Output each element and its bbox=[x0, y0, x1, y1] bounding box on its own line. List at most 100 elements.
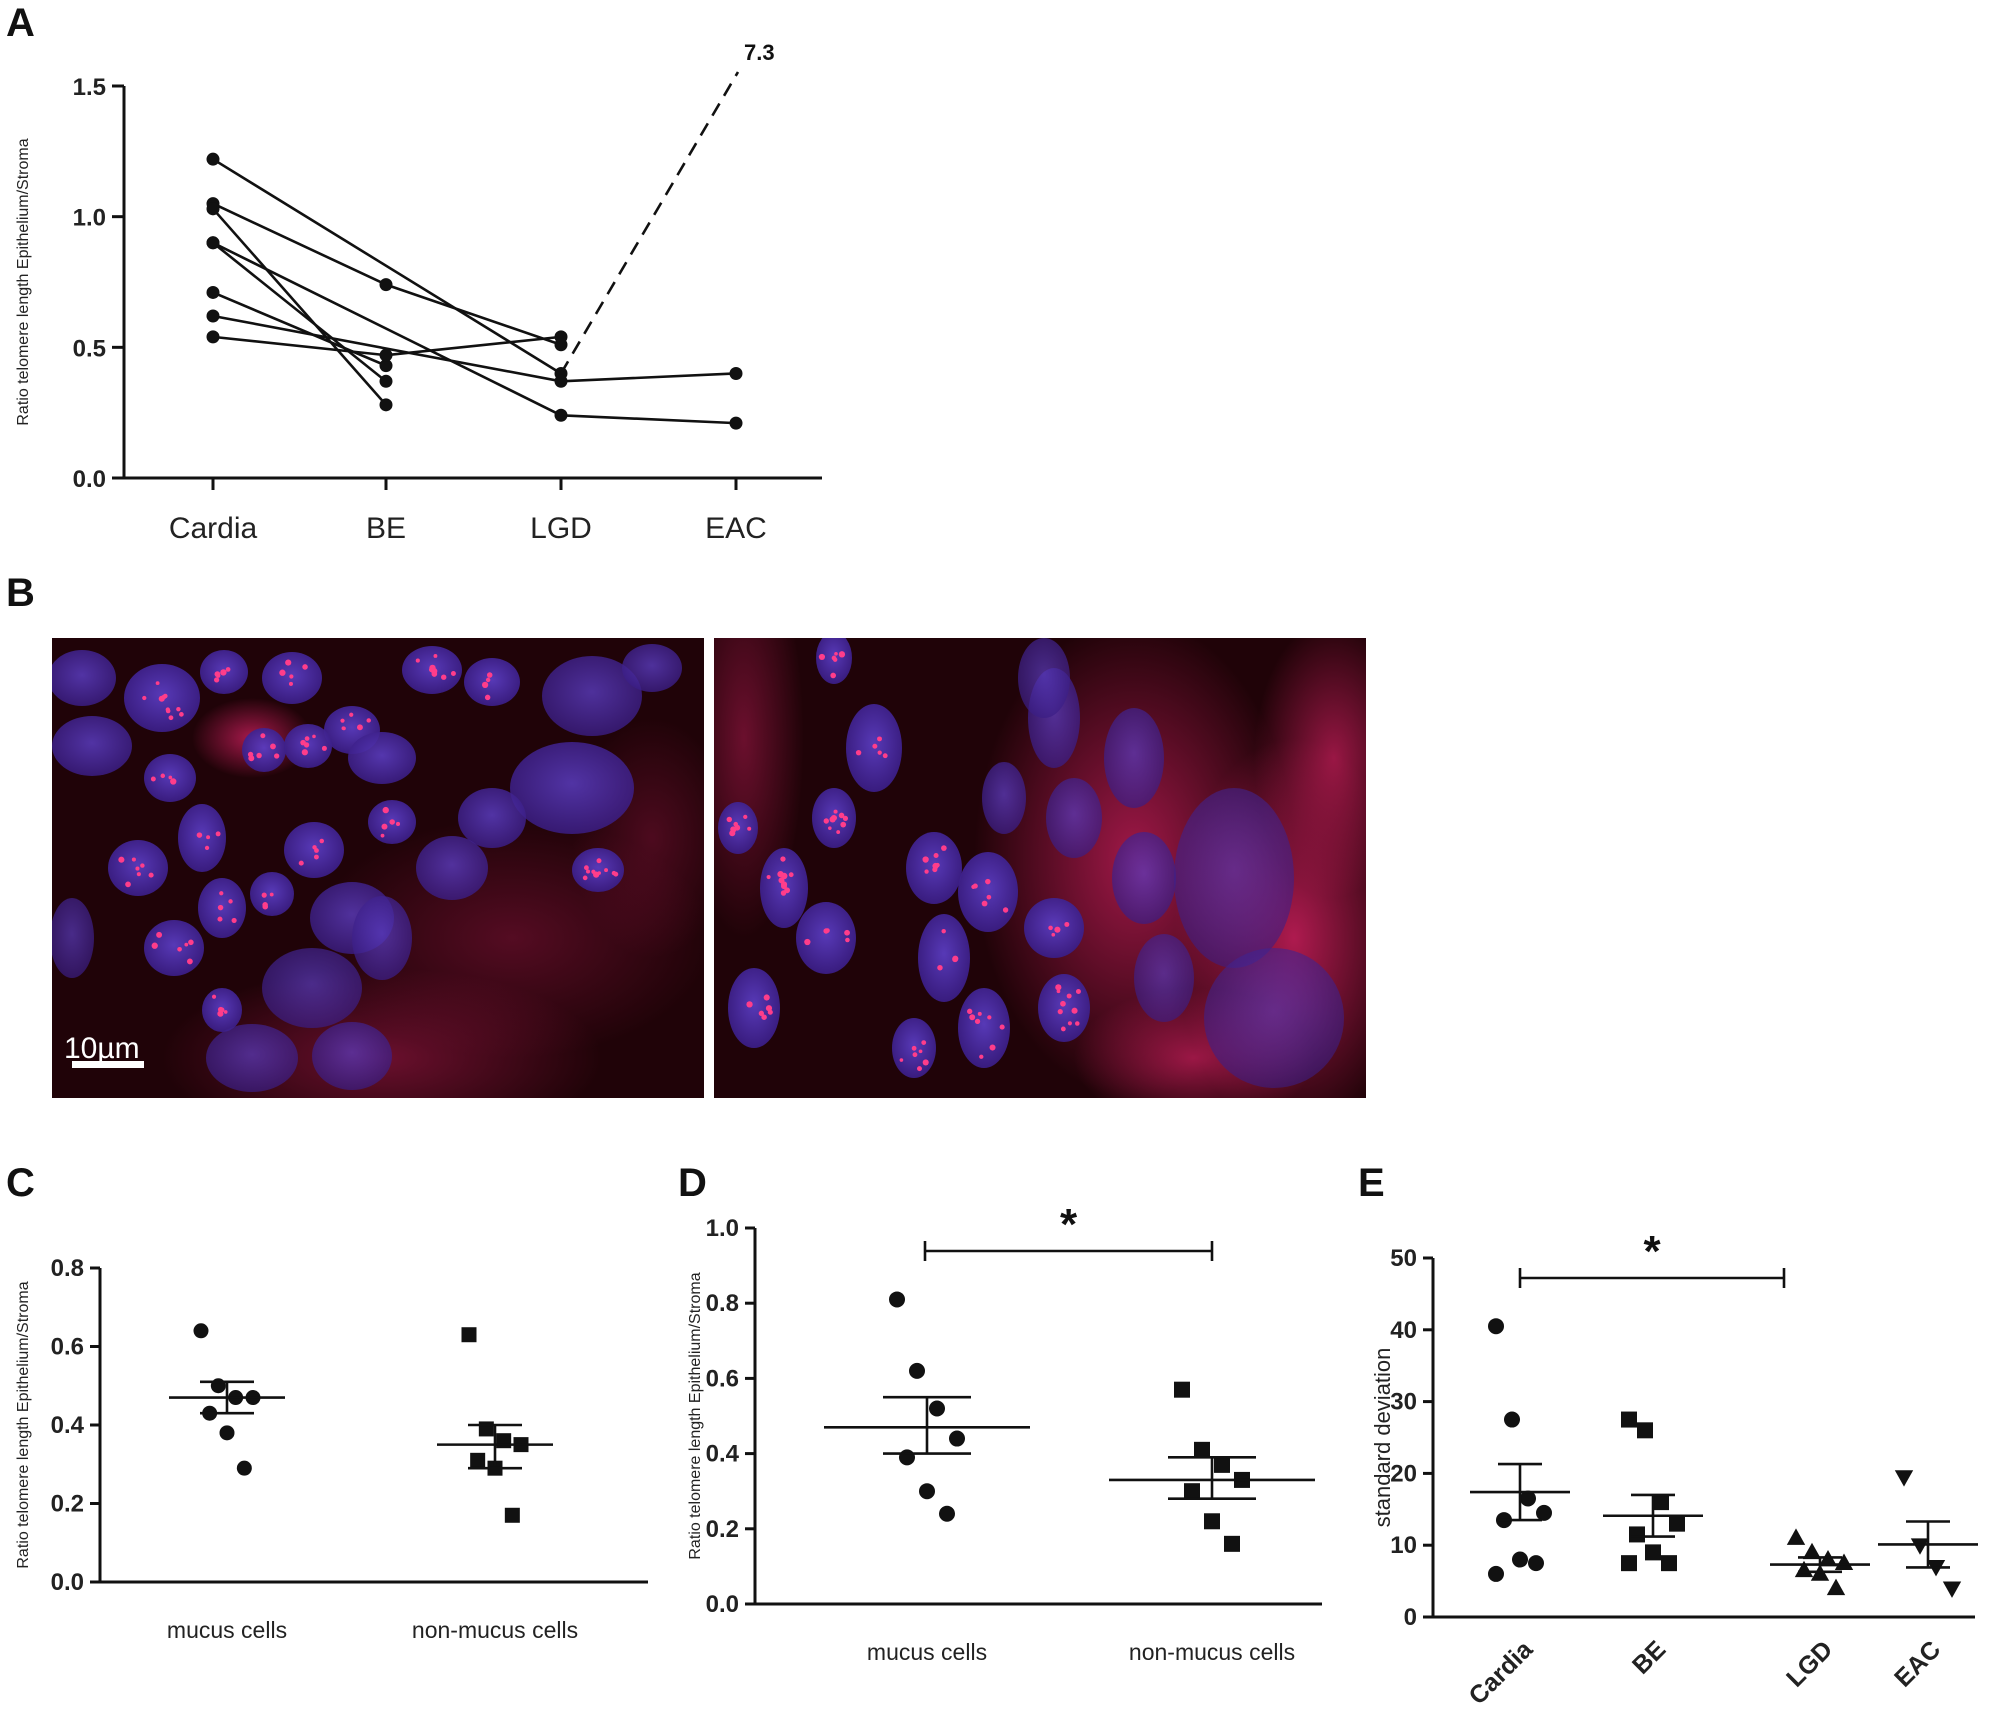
telomere-spot bbox=[261, 892, 267, 898]
telomere-spot bbox=[215, 831, 221, 837]
telomere-spot bbox=[216, 673, 221, 678]
telomere-spot bbox=[319, 838, 325, 844]
series-line bbox=[212, 202, 562, 346]
y-tick-label: 10 bbox=[1390, 1532, 1417, 1559]
telomere-spot bbox=[285, 659, 292, 666]
data-point bbox=[1488, 1565, 1504, 1582]
telomere-spot bbox=[911, 1045, 917, 1051]
chart-a: 0.0 0.5 1.0 1.5 Cardia BE LGD EAC Ratio telomere… bbox=[15, 40, 822, 545]
nucleus bbox=[918, 914, 970, 1002]
nucleus bbox=[1038, 974, 1090, 1042]
telomere-spot bbox=[274, 753, 280, 759]
telomere-spot bbox=[269, 892, 274, 897]
telomere-spot bbox=[804, 938, 811, 946]
telomere-spot bbox=[825, 928, 830, 933]
telomere-spot bbox=[838, 651, 846, 658]
y-axis-label: Ratio telomere length Epithelium/Stroma bbox=[15, 138, 32, 425]
telomere-spot bbox=[228, 899, 233, 904]
telomere-spot bbox=[155, 681, 160, 686]
data-point bbox=[1621, 1555, 1637, 1572]
scale-bar bbox=[72, 1061, 144, 1068]
telomere-spot bbox=[349, 712, 354, 717]
data-point bbox=[1184, 1483, 1200, 1500]
data-point bbox=[206, 236, 220, 250]
telomere-spot bbox=[780, 856, 786, 862]
telomere-spot bbox=[486, 672, 493, 678]
data-point bbox=[949, 1430, 965, 1447]
telomere-spot bbox=[922, 856, 929, 863]
telomere-spot bbox=[321, 745, 327, 751]
telomere-spot bbox=[833, 809, 838, 814]
y-axis-label: Ratio telomere length Epithelium/Stroma bbox=[687, 1272, 704, 1559]
telomere-spot bbox=[941, 928, 946, 934]
y-tick-label: 0.4 bbox=[51, 1412, 85, 1439]
data-point bbox=[1834, 1553, 1854, 1570]
telomere-spot bbox=[168, 775, 173, 780]
telomere-spot bbox=[186, 958, 193, 965]
data-point bbox=[1194, 1441, 1210, 1458]
telomere-spot bbox=[746, 1001, 753, 1008]
telomere-spot bbox=[877, 750, 882, 755]
telomere-spot bbox=[842, 815, 849, 821]
x-tick-label: EAC bbox=[1889, 1635, 1946, 1692]
y-tick-label: 0.0 bbox=[706, 1591, 739, 1618]
x-tick-label: EAC bbox=[705, 512, 767, 545]
nucleus bbox=[1018, 638, 1070, 718]
nucleus bbox=[1134, 934, 1194, 1022]
telomere-spot bbox=[262, 903, 269, 910]
nucleus bbox=[416, 836, 488, 900]
data-point bbox=[478, 1421, 494, 1437]
telomere-spot bbox=[1066, 993, 1072, 999]
y-axis-label: standard deviation bbox=[1370, 1348, 1395, 1528]
x-tick-label: Cardia bbox=[1463, 1635, 1539, 1711]
telomere-spot bbox=[972, 883, 978, 889]
telomere-spot bbox=[780, 881, 788, 888]
nucleus bbox=[348, 732, 416, 784]
micrograph-panel: 10µm bbox=[52, 638, 1366, 1098]
nucleus bbox=[52, 898, 94, 978]
series-line bbox=[212, 241, 737, 425]
x-tick-label: non-mucus cells bbox=[412, 1617, 578, 1643]
data-point bbox=[206, 202, 220, 216]
telomere-spot bbox=[302, 664, 308, 670]
x-tick-label: mucus cells bbox=[167, 1617, 287, 1643]
telomere-spot bbox=[830, 814, 837, 821]
chart-c: 0.0 0.2 0.4 0.6 0.8 mucus cells non-mucus cell… bbox=[15, 1255, 648, 1643]
telomere-spot bbox=[131, 857, 136, 862]
data-point bbox=[1224, 1535, 1240, 1552]
telomere-spot bbox=[168, 715, 174, 721]
telomere-spot bbox=[763, 994, 770, 1001]
telomere-spot bbox=[1074, 1021, 1080, 1026]
panel-letter-a: A bbox=[6, 1, 35, 45]
x-tick-label: LGD bbox=[1781, 1635, 1838, 1692]
data-point bbox=[1488, 1318, 1504, 1335]
y-tick-label: 0.4 bbox=[706, 1441, 740, 1468]
y-tick-label: 0.5 bbox=[73, 335, 106, 362]
x-tick-label: LGD bbox=[530, 512, 592, 545]
telomere-spot bbox=[979, 1054, 984, 1059]
telomere-spot bbox=[389, 819, 395, 825]
data-point bbox=[909, 1362, 925, 1379]
data-point bbox=[919, 1483, 935, 1500]
nucleus bbox=[1204, 948, 1344, 1088]
telomere-spot bbox=[150, 776, 156, 782]
data-point bbox=[1214, 1456, 1230, 1473]
dashed-outlier-line bbox=[559, 71, 740, 375]
nucleus bbox=[178, 804, 226, 872]
data-point bbox=[1786, 1528, 1806, 1545]
data-point bbox=[219, 1425, 235, 1441]
data-point bbox=[1802, 1542, 1822, 1560]
telomere-spot bbox=[433, 654, 438, 658]
significance-star: * bbox=[1060, 1200, 1078, 1249]
telomere-spot bbox=[967, 1008, 973, 1015]
telomere-spot bbox=[840, 821, 847, 828]
y-tick-label: 0.6 bbox=[706, 1365, 739, 1392]
telomere-spot bbox=[301, 749, 308, 756]
telomere-spot bbox=[211, 994, 217, 999]
nucleus bbox=[958, 852, 1018, 932]
telomere-spot bbox=[485, 677, 491, 683]
telomere-spot bbox=[952, 955, 959, 962]
x-tick-label: BE bbox=[366, 512, 406, 545]
data-point bbox=[554, 408, 568, 422]
data-point bbox=[729, 366, 743, 380]
